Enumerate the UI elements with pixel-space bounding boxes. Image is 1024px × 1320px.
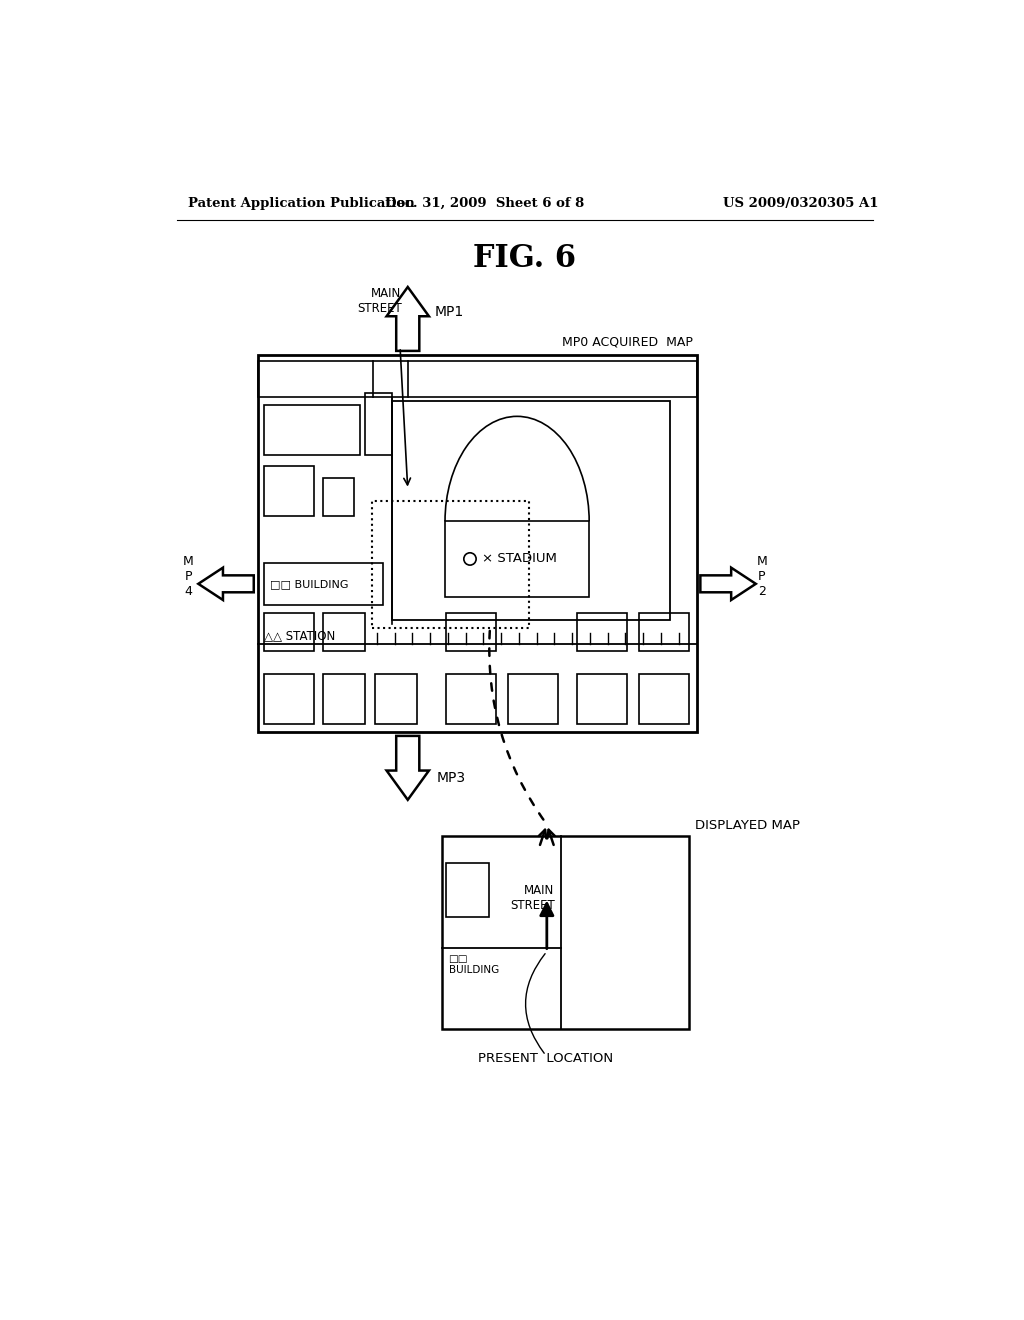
Bar [264, 562, 383, 605]
Text: MP0 ACQUIRED  MAP: MP0 ACQUIRED MAP [562, 335, 692, 348]
Polygon shape [387, 286, 429, 351]
Bar [323, 478, 354, 516]
Bar [264, 405, 360, 455]
Text: MP1: MP1 [435, 305, 464, 319]
Bar [323, 675, 366, 725]
Text: Dec. 31, 2009  Sheet 6 of 8: Dec. 31, 2009 Sheet 6 of 8 [385, 197, 585, 210]
Polygon shape [199, 568, 254, 601]
Text: □□ BUILDING: □□ BUILDING [270, 579, 348, 589]
Text: FIG. 6: FIG. 6 [473, 243, 577, 275]
Text: × STADIUM: × STADIUM [481, 553, 556, 565]
Text: M
P
2: M P 2 [757, 554, 767, 598]
Bar [446, 675, 497, 725]
Text: MP3: MP3 [437, 771, 466, 785]
Bar [446, 612, 497, 651]
Bar [258, 360, 696, 397]
Bar [375, 675, 417, 725]
Bar [578, 612, 628, 651]
Bar [445, 521, 589, 598]
Bar [442, 836, 689, 1028]
Bar [264, 675, 313, 725]
Bar [372, 502, 529, 628]
Text: M
P
4: M P 4 [183, 554, 194, 598]
Bar [446, 863, 488, 917]
Bar [264, 466, 313, 516]
Text: US 2009/0320305 A1: US 2009/0320305 A1 [724, 197, 879, 210]
Bar [366, 393, 392, 455]
Text: Patent Application Publication: Patent Application Publication [188, 197, 415, 210]
Text: MAIN
STREET: MAIN STREET [510, 883, 555, 912]
Polygon shape [700, 568, 756, 601]
Bar [258, 355, 696, 733]
Text: MAIN
STREET: MAIN STREET [356, 286, 401, 315]
Text: □□
BUILDING: □□ BUILDING [449, 954, 499, 975]
Bar [508, 675, 558, 725]
Bar [578, 675, 628, 725]
Bar [639, 612, 689, 651]
Text: DISPLAYED MAP: DISPLAYED MAP [695, 820, 800, 832]
Text: △△ STATION: △△ STATION [264, 628, 335, 642]
Bar [392, 401, 670, 620]
Bar [264, 612, 313, 651]
Text: PRESENT  LOCATION: PRESENT LOCATION [478, 1052, 613, 1065]
Bar [639, 675, 689, 725]
Bar [323, 612, 366, 651]
Polygon shape [387, 737, 429, 800]
